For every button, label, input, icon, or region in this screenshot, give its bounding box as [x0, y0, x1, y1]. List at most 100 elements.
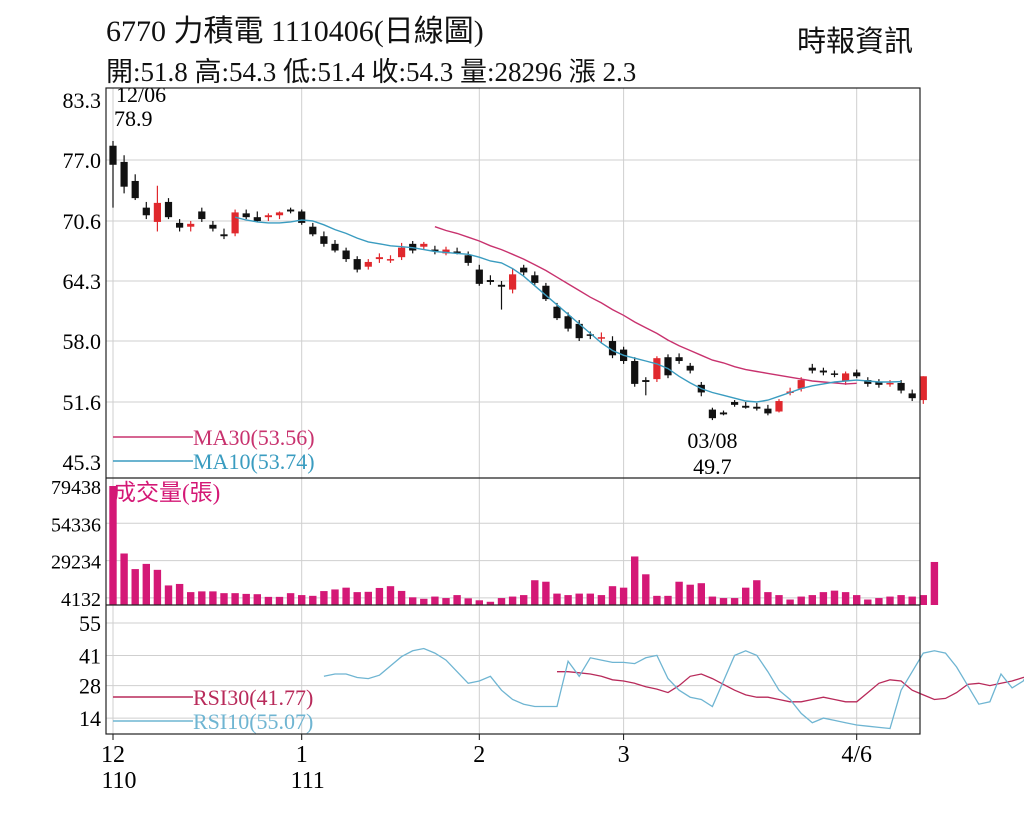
- candle-body: [731, 401, 739, 405]
- rsi-tick-label: 41: [79, 643, 101, 668]
- candle-body: [830, 373, 839, 375]
- volume-bar: [142, 563, 150, 605]
- volume-bar: [386, 586, 395, 605]
- volume-bar: [764, 592, 772, 605]
- volume-bar: [542, 581, 550, 605]
- candle-body: [564, 316, 572, 329]
- candle-body: [631, 361, 639, 384]
- quote-summary: 開:51.8 高:54.3 低:51.4 收:54.3 量:28296 漲 2.…: [106, 57, 637, 87]
- volume-bar: [220, 593, 228, 605]
- x-tick-sublabel: 110: [101, 768, 136, 794]
- volume-bar: [508, 596, 517, 605]
- candle-body: [664, 357, 672, 376]
- candle-body: [808, 367, 816, 371]
- ma30-line: [434, 226, 857, 385]
- candle-body: [919, 376, 927, 401]
- candle-body: [531, 275, 539, 283]
- volume-bar: [708, 596, 717, 605]
- volume-bar: [320, 591, 328, 605]
- ma10-legend-label: MA10(53.74): [193, 449, 315, 474]
- volume-bar: [719, 598, 728, 605]
- candle-body: [453, 251, 461, 253]
- volume-bar: [486, 601, 495, 605]
- candle-body: [875, 381, 883, 385]
- panel-frames: [105, 87, 921, 735]
- volume-bar: [619, 587, 628, 605]
- candle-body: [231, 212, 239, 234]
- volume-bar: [897, 595, 905, 605]
- volume-bar: [375, 587, 384, 605]
- candle-body: [331, 243, 339, 251]
- price-tick-label: 70.6: [63, 209, 102, 234]
- low-value-label: 49.7: [693, 454, 732, 479]
- volume-bar: [664, 595, 672, 605]
- volume-tick-label: 79438: [51, 477, 101, 499]
- volume-tick-label: 4132: [61, 589, 101, 611]
- volume-title: 成交量(張): [113, 480, 220, 505]
- volume-bar: [586, 593, 594, 605]
- candle-body: [120, 161, 128, 187]
- candle-body: [164, 201, 173, 218]
- candle-body: [642, 380, 650, 382]
- price-tick-label: 64.3: [63, 269, 102, 294]
- rsi30-legend-label: RSI30(41.77): [193, 685, 313, 710]
- volume-bar: [131, 569, 139, 605]
- low-date-label: 03/08: [687, 428, 737, 453]
- candle-body: [675, 357, 683, 362]
- candle-body: [753, 406, 761, 409]
- ma10-line: [234, 216, 902, 403]
- candle-body: [353, 259, 361, 270]
- rsi30-line: [557, 671, 1024, 703]
- volume-tick-label: 29234: [51, 552, 101, 574]
- rsi-tick-label: 14: [79, 706, 101, 731]
- volume-bar: [209, 591, 217, 605]
- candle-body: [864, 380, 872, 384]
- volume-bar: [109, 486, 117, 605]
- candle-body: [775, 401, 783, 412]
- volume-bar: [397, 590, 406, 605]
- rsi-lines: [323, 647, 1024, 730]
- volume-bar: [631, 556, 639, 605]
- candle-body: [719, 412, 728, 415]
- x-tick-label: 1: [296, 742, 308, 768]
- volume-bar: [464, 598, 472, 605]
- candle-body: [253, 217, 261, 221]
- volume-bar: [597, 595, 606, 605]
- volume-bar: [198, 591, 206, 605]
- candle-body: [686, 365, 694, 371]
- volume-bar: [642, 574, 650, 605]
- volume-bar: [675, 581, 683, 605]
- volume-bar: [808, 595, 816, 605]
- volume-bar: [342, 587, 350, 605]
- volume-bar: [453, 595, 461, 605]
- candle-body: [764, 408, 772, 414]
- volume-bar: [264, 596, 273, 605]
- volume-bar: [841, 592, 850, 605]
- volume-bar: [275, 596, 284, 605]
- volume-bars: [109, 486, 939, 605]
- candle-body: [364, 261, 372, 267]
- moving-average-lines: [234, 216, 902, 403]
- candle-body: [897, 382, 905, 391]
- volume-bar: [730, 598, 739, 605]
- candle-body: [198, 211, 206, 220]
- volume-bar: [775, 595, 783, 605]
- candle-body: [797, 380, 805, 389]
- volume-bar: [187, 592, 195, 605]
- volume-bar: [175, 583, 184, 605]
- candle-body: [287, 209, 295, 212]
- volume-bar: [797, 596, 805, 605]
- volume-bar: [886, 596, 894, 605]
- volume-bar: [853, 595, 861, 605]
- candle-body: [420, 243, 428, 247]
- candle-body: [242, 213, 250, 218]
- candlestick-series: [109, 140, 927, 421]
- volume-bar: [253, 594, 261, 605]
- volume-bar: [697, 583, 705, 605]
- candle-body: [320, 236, 328, 244]
- candle-body: [497, 284, 506, 287]
- volume-bar: [298, 595, 306, 605]
